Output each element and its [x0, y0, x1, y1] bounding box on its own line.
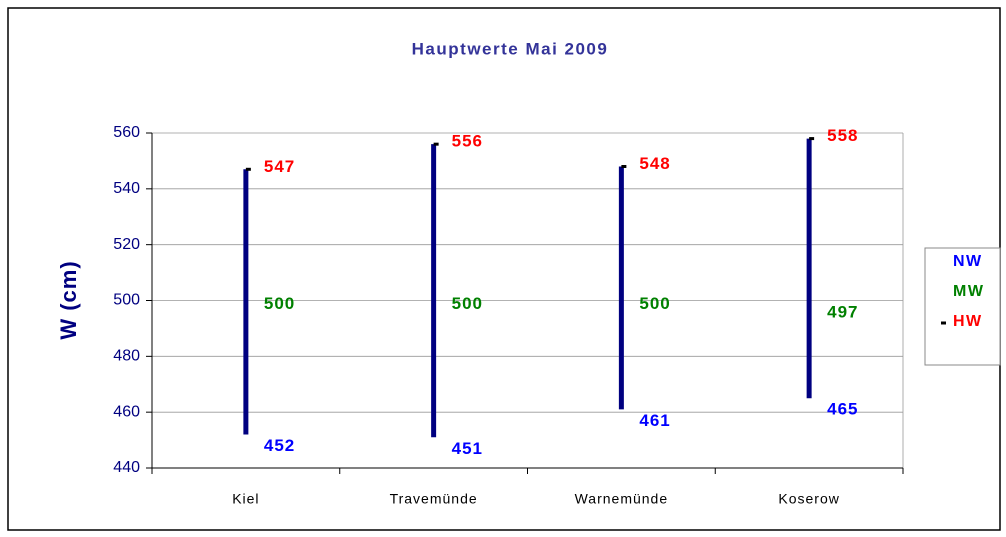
data-label: 461	[639, 411, 670, 430]
data-label: 500	[452, 294, 483, 313]
y-tick-label: 540	[113, 180, 140, 197]
legend-label: HW	[953, 313, 983, 330]
y-tick-label: 480	[113, 348, 140, 365]
x-tick-label: Kiel	[232, 491, 259, 507]
chart-title: Hauptwerte Mai 2009	[412, 39, 609, 58]
data-label: 465	[827, 400, 858, 419]
legend	[924, 247, 1001, 366]
legend-label: MW	[953, 283, 984, 300]
chart-frame	[7, 7, 1001, 531]
data-label: 547	[264, 157, 295, 176]
y-tick-label: 500	[113, 292, 140, 309]
data-label: 500	[639, 294, 670, 313]
data-label: 558	[827, 126, 858, 145]
x-tick-label: Travemünde	[390, 491, 478, 507]
data-label: 556	[452, 132, 483, 151]
y-axis-label: W (cm)	[56, 260, 81, 339]
x-tick-label: Koserow	[778, 491, 839, 507]
legend-label: NW	[953, 253, 983, 270]
data-label: 452	[264, 436, 295, 455]
y-tick-label: 440	[113, 459, 140, 476]
y-tick-label: 520	[113, 236, 140, 253]
data-label: 497	[827, 302, 858, 321]
data-label: 451	[452, 439, 483, 458]
data-label: 500	[264, 294, 295, 313]
y-tick-label: 560	[113, 124, 140, 141]
data-label: 548	[639, 154, 670, 173]
y-tick-label: 460	[113, 403, 140, 420]
x-tick-label: Warnemünde	[575, 491, 669, 507]
